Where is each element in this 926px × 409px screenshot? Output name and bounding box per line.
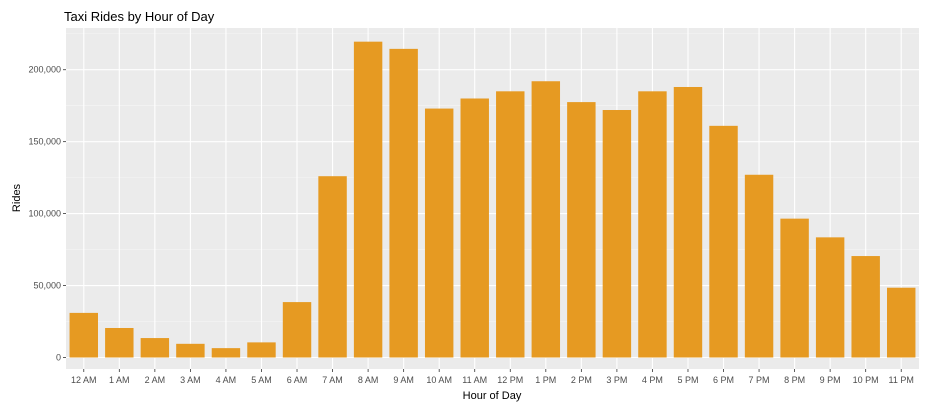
y-axis-title: Rides — [11, 183, 23, 212]
bar-9-am — [389, 48, 418, 358]
y-axis: 0 50,000 100,000 150,000 200,000 — [28, 65, 66, 362]
x-tick-label: 2 PM — [571, 375, 592, 385]
x-tick-label: 8 AM — [358, 375, 379, 385]
bar-9-pm — [815, 237, 845, 358]
bar-12-am — [69, 312, 98, 358]
x-tick-label: 4 PM — [642, 375, 663, 385]
bar-3-am — [176, 343, 205, 358]
bar-6-pm — [709, 125, 738, 358]
plot-panel — [66, 28, 919, 369]
x-tick-label: 11 AM — [462, 375, 487, 385]
x-tick-label: 6 AM — [287, 375, 308, 385]
x-tick-label: 5 AM — [251, 375, 272, 385]
bar-10-am — [424, 108, 454, 358]
x-tick-label: 2 AM — [145, 375, 166, 385]
bar-11-am — [460, 98, 489, 358]
bar-3-pm — [602, 110, 632, 358]
x-tick-label: 10 AM — [426, 375, 452, 385]
x-tick-label: 4 AM — [216, 375, 237, 385]
x-tick-label: 12 AM — [71, 375, 97, 385]
x-tick-label: 5 PM — [677, 375, 698, 385]
chart-title: Taxi Rides by Hour of Day — [64, 9, 215, 24]
x-axis: 12 AM 1 AM 2 AM 3 AM 4 AM 5 AM 6 AM 7 AM 8 AM 9 A… — [71, 369, 914, 385]
bar-5-am — [247, 342, 276, 358]
x-tick-label: 1 PM — [535, 375, 556, 385]
x-tick-label: 3 AM — [180, 375, 201, 385]
x-tick-label: 6 PM — [713, 375, 734, 385]
bar-8-pm — [780, 218, 809, 358]
x-tick-label: 9 AM — [393, 375, 414, 385]
y-tick-label: 0 — [56, 352, 61, 362]
bar-2-am — [140, 338, 170, 358]
x-tick-label: 9 PM — [820, 375, 841, 385]
x-axis-title: Hour of Day — [463, 390, 522, 402]
x-tick-label: 1 AM — [109, 375, 130, 385]
bar-12-pm — [496, 91, 525, 358]
x-tick-label: 12 PM — [497, 375, 523, 385]
y-tick-label: 150,000 — [28, 137, 61, 147]
x-tick-label: 10 PM — [853, 375, 879, 385]
y-tick-label: 50,000 — [33, 281, 61, 291]
bar-2-pm — [567, 102, 596, 358]
bar-7-am — [318, 176, 347, 358]
bar-6-am — [282, 302, 312, 358]
x-tick-label: 8 PM — [784, 375, 805, 385]
x-tick-label: 7 AM — [322, 375, 343, 385]
bar-4-am — [211, 348, 241, 358]
bar-8-am — [353, 41, 383, 358]
bars — [69, 41, 916, 358]
x-tick-label: 7 PM — [749, 375, 770, 385]
bar-4-pm — [638, 91, 667, 358]
bar-5-pm — [673, 86, 703, 358]
x-tick-label: 11 PM — [889, 375, 914, 385]
x-tick-label: 3 PM — [606, 375, 627, 385]
y-tick-label: 200,000 — [28, 65, 61, 75]
y-tick-label: 100,000 — [28, 209, 61, 219]
bar-1-am — [105, 327, 134, 358]
bar-1-pm — [531, 81, 561, 358]
bar-11-pm — [887, 287, 916, 358]
bar-7-pm — [744, 174, 774, 358]
bar-10-pm — [851, 256, 880, 358]
